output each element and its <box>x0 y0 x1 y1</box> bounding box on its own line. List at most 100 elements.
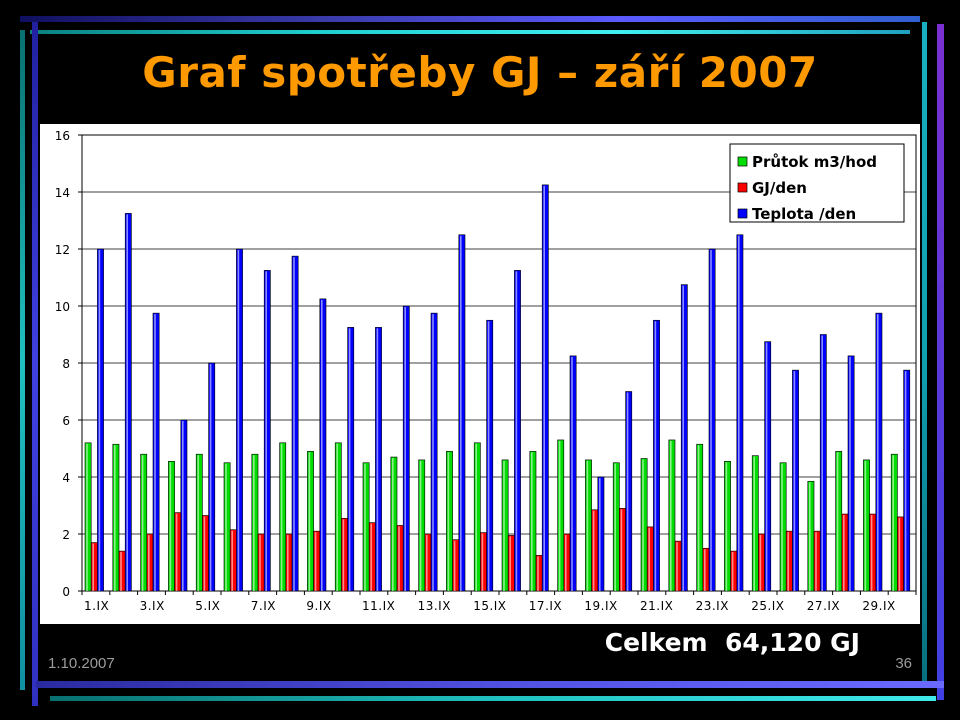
bar <box>640 458 648 592</box>
bar-highlight <box>225 463 227 591</box>
bar-body <box>424 533 432 592</box>
bar-body <box>223 462 231 592</box>
bar <box>646 526 654 592</box>
y-tick-label: 4 <box>62 471 70 485</box>
bar <box>863 459 870 592</box>
bar-highlight <box>175 513 178 591</box>
bar-highlight <box>697 445 700 591</box>
bar <box>585 459 592 592</box>
bar-highlight <box>169 462 172 591</box>
frame-right-purple <box>937 24 944 700</box>
bar-highlight <box>237 250 240 591</box>
bar-highlight <box>453 540 456 591</box>
bar <box>313 530 321 592</box>
bar-highlight <box>86 443 88 591</box>
bar <box>236 248 243 592</box>
bar-highlight <box>898 517 901 591</box>
bar-highlight <box>710 250 712 591</box>
bar <box>696 443 704 592</box>
bar-highlight <box>259 535 261 591</box>
x-tick-label: 3.IX <box>140 599 165 613</box>
bar-body <box>890 453 898 592</box>
bar-highlight <box>704 549 706 591</box>
bar-body <box>597 476 605 592</box>
bar-body <box>446 451 453 592</box>
bar <box>118 550 126 592</box>
bar-body <box>486 319 494 592</box>
bar <box>653 319 660 592</box>
bar-highlight <box>648 527 650 591</box>
bar-highlight <box>419 460 422 591</box>
bar-highlight <box>148 535 150 591</box>
legend-swatch <box>737 208 748 219</box>
bar-body <box>625 391 633 592</box>
bar-highlight <box>126 214 128 591</box>
bar <box>424 533 432 592</box>
x-tick-label: 17.IX <box>529 599 562 613</box>
bar-body <box>724 461 731 592</box>
bar-highlight <box>765 342 768 591</box>
legend-label: GJ/den <box>752 179 807 197</box>
bar-body <box>897 516 904 592</box>
bar-body <box>341 518 348 592</box>
bar-body <box>229 529 237 592</box>
bar-highlight <box>203 516 206 591</box>
bar-body <box>251 453 259 592</box>
bar <box>486 319 494 592</box>
bar-highlight <box>92 543 94 591</box>
bar-highlight <box>836 452 839 591</box>
bar <box>168 461 175 592</box>
bar-body <box>362 462 370 592</box>
bar-body <box>612 462 620 592</box>
bar-highlight <box>475 443 477 591</box>
y-tick-label: 6 <box>62 414 70 428</box>
bar-body <box>501 459 509 592</box>
bar-body <box>112 443 120 592</box>
bar-body <box>418 459 426 592</box>
y-tick-label: 10 <box>55 300 70 314</box>
bar <box>557 439 565 592</box>
bar-body <box>375 327 382 592</box>
bar <box>724 461 731 592</box>
frame-bottom-blue <box>36 681 944 688</box>
bar-highlight <box>821 335 823 591</box>
x-tick-label: 21.IX <box>640 599 673 613</box>
bar-highlight <box>336 443 338 591</box>
bar <box>708 248 716 592</box>
x-tick-label: 29.IX <box>862 599 895 613</box>
bar-highlight <box>565 535 567 591</box>
bar-body <box>758 533 765 592</box>
bar-highlight <box>460 235 462 591</box>
bar <box>84 442 92 592</box>
legend-label: Teplota /den <box>752 205 856 223</box>
bar-body <box>708 248 716 592</box>
bar-body <box>751 455 759 592</box>
bar <box>307 451 314 592</box>
chart-container: 0 2 4 6 8 10 12 14 16 1.IX 3.IX 5.IX 7.IX 9.IX 11.IX 13… <box>40 124 920 624</box>
bar <box>152 312 160 592</box>
bar <box>208 362 216 592</box>
x-tick-label: 1.IX <box>84 599 109 613</box>
bar-body <box>785 530 793 592</box>
bar <box>480 532 487 592</box>
bar <box>680 284 688 592</box>
bar-body <box>569 355 577 592</box>
bar-body <box>97 248 104 592</box>
bar-body <box>779 462 787 592</box>
bar-body <box>168 461 175 592</box>
bar-highlight <box>197 455 199 591</box>
bar-body <box>473 442 481 592</box>
bar <box>529 451 537 592</box>
bar-body <box>813 530 821 592</box>
bar <box>418 459 426 592</box>
bar-highlight <box>787 532 789 591</box>
bar-highlight <box>265 271 267 591</box>
bar-body <box>847 355 855 592</box>
bar <box>507 535 515 592</box>
bar-body <box>875 312 883 592</box>
bar <box>591 509 599 592</box>
bar-highlight <box>599 478 601 591</box>
bar <box>807 480 815 592</box>
bar-highlight <box>426 535 428 591</box>
bar-highlight <box>592 510 595 591</box>
